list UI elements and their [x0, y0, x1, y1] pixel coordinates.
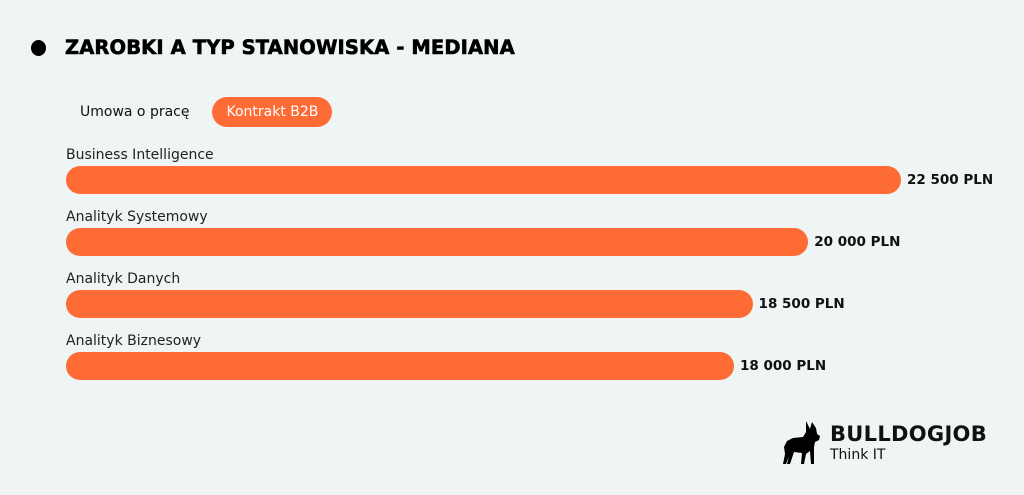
contract-type-tabs: Umowa o pracę Kontrakt B2B	[66, 97, 333, 127]
bulldogjob-logo: BULLDOGJOB Think IT	[781, 420, 987, 466]
bar-label: Business Intelligence	[66, 147, 214, 163]
salary-bar-chart: Business Intelligence 22 500 PLN Anality…	[66, 146, 1016, 394]
bar	[66, 352, 734, 380]
bullet-icon	[31, 39, 46, 56]
chart-row: Analityk Systemowy 20 000 PLN	[66, 208, 1016, 270]
bar	[66, 166, 901, 194]
bar	[66, 228, 809, 256]
bar-label: Analityk Biznesowy	[66, 333, 202, 349]
bar-value: 22 500 PLN	[907, 172, 994, 188]
bar-value: 18 500 PLN	[758, 296, 845, 312]
tab-umowa-o-prace[interactable]: Umowa o pracę	[80, 104, 190, 120]
chart-row: Analityk Biznesowy 18 000 PLN	[66, 332, 1016, 394]
logo-tagline: Think IT	[830, 447, 886, 463]
tab-kontrakt-b2b[interactable]: Kontrakt B2B	[212, 97, 333, 127]
bar-value: 18 000 PLN	[740, 358, 827, 374]
bar-label: Analityk Systemowy	[66, 209, 208, 225]
bar	[66, 290, 753, 318]
logo-name: BULLDOGJOB	[830, 422, 988, 446]
bulldog-silhouette-icon	[783, 421, 820, 464]
bar-value: 20 000 PLN	[814, 234, 901, 250]
chart-header: ZAROBKI A TYP STANOWISKA - MEDIANA	[31, 36, 515, 59]
page-title: ZAROBKI A TYP STANOWISKA - MEDIANA	[65, 36, 515, 60]
bar-label: Analityk Danych	[66, 271, 181, 287]
chart-row: Analityk Danych 18 500 PLN	[66, 270, 1016, 332]
chart-row: Business Intelligence 22 500 PLN	[66, 146, 1016, 208]
